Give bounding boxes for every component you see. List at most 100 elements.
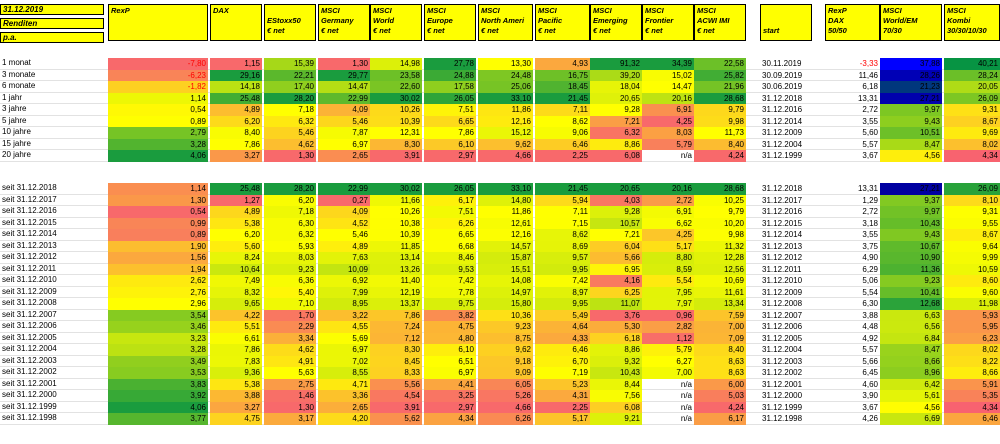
value-cell[interactable]: 2,65 <box>318 150 370 162</box>
value-cell[interactable]: 4,34 <box>424 413 476 425</box>
value-cell[interactable]: 0,89 <box>108 229 208 241</box>
value-cell[interactable]: 6,70 <box>535 355 590 367</box>
value-cell[interactable]: 15,80 <box>478 298 533 310</box>
value-cell[interactable]: 39,20 <box>590 69 642 81</box>
value-cell[interactable]: 6,05 <box>478 378 533 390</box>
value-cell[interactable]: 9,60 <box>944 286 1000 298</box>
value-cell[interactable]: 8,24 <box>210 252 262 264</box>
value-cell[interactable]: 5,30 <box>590 321 642 333</box>
value-cell[interactable]: 14,18 <box>210 81 262 93</box>
value-cell[interactable]: 9,98 <box>694 115 746 127</box>
value-cell[interactable]: 9,75 <box>424 298 476 310</box>
header-dax[interactable]: DAX <box>210 4 262 41</box>
value-cell[interactable]: 1,30 <box>264 150 316 162</box>
start-date-cell[interactable]: 31.12.2001 <box>762 379 803 389</box>
value-cell[interactable]: 7,24 <box>370 321 422 333</box>
value-cell[interactable]: 4,56 <box>880 150 942 162</box>
value-cell[interactable]: 2,72 <box>642 194 694 206</box>
value-cell[interactable]: 9,23 <box>478 321 533 333</box>
value-cell[interactable]: 10,90 <box>880 252 942 264</box>
value-cell[interactable]: 6,97 <box>318 138 370 150</box>
value-cell[interactable]: 25,48 <box>210 92 262 104</box>
start-date-cell[interactable]: 31.12.2014 <box>762 116 803 126</box>
value-cell[interactable]: 15,39 <box>264 58 316 70</box>
value-cell[interactable]: 22,99 <box>318 183 370 195</box>
value-cell[interactable]: 5,46 <box>318 229 370 241</box>
value-cell[interactable]: 21,23 <box>880 81 942 93</box>
value-cell[interactable]: 6,65 <box>424 229 476 241</box>
value-cell[interactable]: 4,24 <box>694 401 746 413</box>
value-cell[interactable]: 4,34 <box>944 401 1000 413</box>
value-cell[interactable]: 1,30 <box>264 401 316 413</box>
value-cell[interactable]: 37,88 <box>880 58 942 70</box>
value-cell[interactable]: 5,57 <box>862 139 878 149</box>
value-cell[interactable]: 4,06 <box>108 150 208 162</box>
value-cell[interactable]: 3,46 <box>108 321 208 333</box>
start-date-cell[interactable]: 31.12.2003 <box>762 356 803 366</box>
value-cell[interactable]: 7,56 <box>590 390 642 402</box>
value-cell[interactable]: 13,26 <box>370 263 422 275</box>
value-cell[interactable]: 26,05 <box>424 183 476 195</box>
value-cell[interactable]: 6,10 <box>424 138 476 150</box>
value-cell[interactable]: 13,31 <box>857 93 878 103</box>
value-cell[interactable]: 5,49 <box>535 309 590 321</box>
value-cell[interactable]: 16,75 <box>535 69 590 81</box>
value-cell[interactable]: 4,52 <box>318 217 370 229</box>
value-cell[interactable]: 8,40 <box>210 127 262 139</box>
value-cell[interactable]: 7,97 <box>642 298 694 310</box>
value-cell[interactable]: 6,68 <box>424 240 476 252</box>
value-cell[interactable]: 7,42 <box>535 275 590 287</box>
cell-date[interactable]: 31.12.2019 <box>0 4 104 15</box>
value-cell[interactable]: 8,69 <box>535 240 590 252</box>
value-cell[interactable]: 9,79 <box>694 206 746 218</box>
value-cell[interactable]: 3,88 <box>862 310 878 320</box>
value-cell[interactable]: 4,54 <box>370 390 422 402</box>
value-cell[interactable]: 9,36 <box>210 367 262 379</box>
value-cell[interactable]: 8,96 <box>880 367 942 379</box>
value-cell[interactable]: 4,93 <box>535 58 590 70</box>
start-date-cell[interactable]: 31.12.2015 <box>762 218 803 228</box>
value-cell[interactable]: 20,05 <box>944 81 1000 93</box>
header-estoxx50[interactable]: EStoxx50 € net <box>264 4 316 41</box>
value-cell[interactable]: 2,97 <box>424 401 476 413</box>
value-cell[interactable]: 9,28 <box>590 206 642 218</box>
value-cell[interactable]: 8,66 <box>880 355 942 367</box>
value-cell[interactable]: 3,55 <box>862 230 878 239</box>
value-cell[interactable]: 12,28 <box>694 252 746 264</box>
value-cell[interactable]: 6,95 <box>590 263 642 275</box>
start-date-cell[interactable]: 31.12.2018 <box>762 93 803 103</box>
value-cell[interactable]: 28,68 <box>694 92 746 104</box>
value-cell[interactable]: 28,20 <box>264 183 316 195</box>
value-cell[interactable]: 0,89 <box>108 115 208 127</box>
value-cell[interactable]: 4,24 <box>694 150 746 162</box>
value-cell[interactable]: 4,66 <box>478 401 533 413</box>
value-cell[interactable]: 6,92 <box>318 275 370 287</box>
value-cell[interactable]: 5,23 <box>535 378 590 390</box>
value-cell[interactable]: 1,12 <box>642 332 694 344</box>
value-cell[interactable]: 7,59 <box>694 309 746 321</box>
value-cell[interactable]: 20,65 <box>590 92 642 104</box>
value-cell[interactable]: 6,97 <box>318 344 370 356</box>
value-cell[interactable]: 4,90 <box>862 253 878 262</box>
value-cell[interactable]: 3,67 <box>862 151 878 160</box>
value-cell[interactable]: 7,83 <box>210 355 262 367</box>
value-cell[interactable]: 3,91 <box>370 401 422 413</box>
value-cell[interactable]: n/a <box>680 402 692 412</box>
start-date-cell[interactable]: 31.12.2000 <box>762 391 803 400</box>
row-label[interactable]: seit 31.12.2002 <box>2 367 57 376</box>
value-cell[interactable]: 22,60 <box>370 81 422 93</box>
value-cell[interactable]: 6,84 <box>880 332 942 344</box>
row-label[interactable]: seit 31.12.2006 <box>2 321 57 330</box>
row-label[interactable]: seit 31.12.2016 <box>2 206 57 215</box>
start-date-cell[interactable]: 31.12.2010 <box>762 276 803 285</box>
value-cell[interactable]: 5,94 <box>535 194 590 206</box>
value-cell[interactable]: -1,82 <box>108 81 208 93</box>
value-cell[interactable]: 10,43 <box>590 367 642 379</box>
value-cell[interactable]: 6,18 <box>862 82 878 91</box>
value-cell[interactable]: 11,85 <box>370 240 422 252</box>
value-cell[interactable]: 6,20 <box>210 229 262 241</box>
value-cell[interactable]: 6,56 <box>880 321 942 333</box>
value-cell[interactable]: 4,89 <box>210 206 262 218</box>
start-date-cell[interactable]: 31.12.2004 <box>762 345 803 354</box>
row-label[interactable]: 15 jahre <box>2 138 31 148</box>
